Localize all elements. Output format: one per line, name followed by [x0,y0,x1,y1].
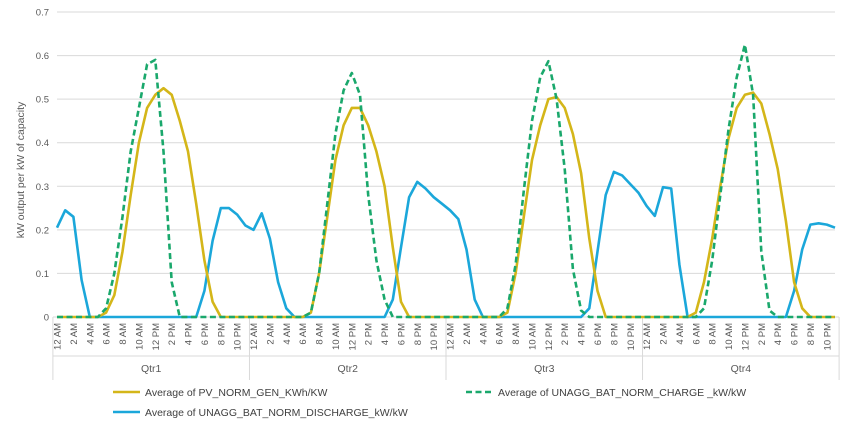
x-tick-label: 12 PM [347,323,358,351]
group-label: Qtr4 [731,363,752,375]
x-tick-label: 4 PM [184,323,195,345]
group-label: Qtr2 [338,363,359,375]
x-tick-label: 2 PM [757,323,768,345]
x-tick-label: 4 PM [577,323,588,345]
x-tick-label: 2 PM [364,323,375,345]
x-tick-label: 10 PM [626,323,637,351]
x-tick-label: 10 AM [724,323,735,350]
x-tick-label: 6 PM [396,323,407,345]
y-tick-label: 0.2 [36,225,49,236]
x-tick-label: 10 PM [429,323,440,351]
x-tick-label: 6 PM [790,323,801,345]
x-tick-label: 10 AM [527,323,538,350]
x-axis: 12 AM 2 AM 4 AM 6 AM 8 AM 10 AM 12 PM 2 PM 4 PM 6… [52,316,840,380]
x-tick-label: 2 AM [265,323,276,345]
group-label: Qtr3 [534,363,555,375]
group-label: Qtr1 [141,363,162,375]
x-tick-label: 4 PM [380,323,391,345]
series-line-1 [57,86,835,319]
x-tick-label: 6 AM [102,323,113,345]
x-tick-label: 8 AM [708,323,719,345]
y-tick-label: 0.7 [36,8,49,19]
x-tick-label: 2 AM [69,323,80,345]
x-tick-label: 10 AM [331,323,342,350]
y-tick-label: 0.1 [36,269,49,280]
x-tick-label: 8 PM [413,323,424,345]
x-tick-label: 8 AM [118,323,129,345]
x-tick-label: 6 AM [495,323,506,345]
x-tick-label: 4 AM [282,323,293,345]
y-axis: 0 0.1 0.2 0.3 0.4 0.5 0.6 0.7 [36,8,49,324]
y-tick-label: 0 [44,313,49,324]
x-tick-label: 2 PM [167,323,178,345]
legend: Average of PV_NORM_GEN_KWh/KW Average of … [113,387,746,419]
series-lines [55,43,836,319]
y-tick-label: 0.5 [36,95,49,106]
x-tick-label: 4 AM [478,323,489,345]
x-tick-label: 12 PM [740,323,751,351]
x-tick-label: 6 PM [593,323,604,345]
legend-label-3: Average of UNAGG_BAT_NORM_DISCHARGE_kW/k… [145,407,408,419]
x-tick-label: 10 PM [233,323,244,351]
x-tick-label: 8 AM [511,323,522,345]
gridlines [57,11,835,274]
x-tick-label: 8 PM [806,323,817,345]
x-tick-label: 2 PM [560,323,571,345]
x-tick-label: 4 PM [773,323,784,345]
y-tick-label: 0.3 [36,182,49,193]
y-tick-label: 0.4 [36,138,49,149]
x-tick-label: 12 AM [249,323,260,350]
series-line-2 [57,43,835,319]
y-axis-label: kW output per kW of capacity [15,101,27,238]
legend-label-1: Average of PV_NORM_GEN_KWh/KW [145,387,328,399]
x-tick-label: 12 AM [642,323,653,350]
x-tick-label: 8 PM [216,323,227,345]
x-tick-label: 4 AM [675,323,686,345]
x-tick-label: 4 AM [85,323,96,345]
x-tick-label: 6 PM [200,323,211,345]
x-tick-label: 6 AM [298,323,309,345]
x-tick-label: 8 PM [609,323,620,345]
x-tick-label: 12 PM [544,323,555,351]
x-tick-label: 10 PM [822,323,833,351]
y-tick-label: 0.6 [36,51,49,62]
legend-label-2: Average of UNAGG_BAT_NORM_CHARGE _kW/kW [498,387,746,399]
x-tick-label: 10 AM [134,323,145,350]
x-tick-label: 12 PM [151,323,162,351]
x-tick-label: 2 AM [659,323,670,345]
x-tick-label: 6 AM [691,323,702,345]
x-tick-label: 2 AM [462,323,473,345]
x-tick-label: 12 AM [53,323,64,350]
x-tick-label: 12 AM [446,323,457,350]
x-tick-label: 8 AM [315,323,326,345]
